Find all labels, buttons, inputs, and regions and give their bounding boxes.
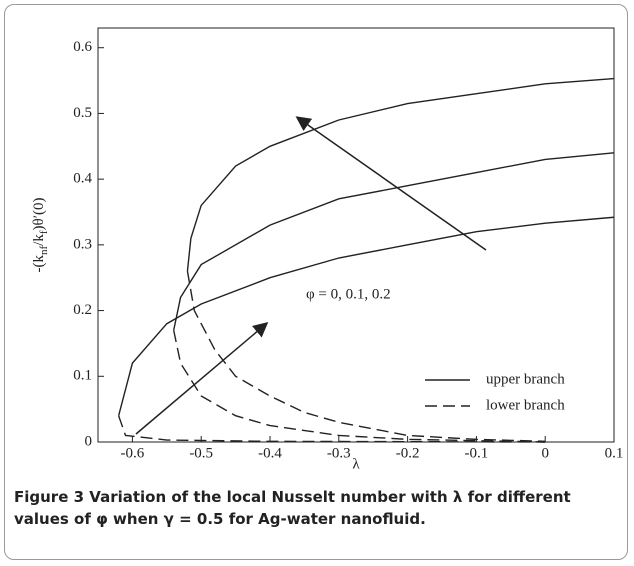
arrow (135, 322, 269, 435)
line (172, 152, 615, 331)
x-tick-label: -0.1 (465, 445, 489, 461)
x-axis-label: λ (352, 456, 360, 472)
line (172, 330, 546, 443)
chart: φ = 0, 0.1, 0.2 λ -(knf/kf)θ′(0) 0 0.1 0.2… (31, 27, 624, 472)
annotation: φ = 0, 0.1, 0.2 (306, 286, 391, 302)
y-axis-label-part: )θ′(0) (31, 198, 47, 231)
line (186, 77, 615, 272)
figure-frame (4, 4, 628, 560)
x-tick-label: 0.1 (605, 445, 624, 461)
y-tick-label: 0.1 (73, 368, 92, 384)
x-tick-label: 0 (541, 445, 549, 461)
x-tick-label: -0.3 (327, 445, 351, 461)
x-tick-label: -0.2 (396, 445, 420, 461)
caption: Figure 3 Variation of the local Nusselt … (14, 486, 620, 530)
y-tick-label: 0.4 (73, 171, 92, 187)
line (117, 216, 615, 416)
x-tick-label: -0.6 (121, 445, 145, 461)
y-axis-label-part: f (38, 230, 50, 234)
y-axis-label-part: nf (38, 245, 50, 255)
legend-label: lower branch (486, 397, 565, 413)
legend-label: upper branch (486, 371, 565, 387)
plot-frame (97, 27, 615, 443)
y-axis-label: -(knf/kf)θ′(0) (31, 198, 49, 273)
y-tick-label: 0 (85, 433, 93, 449)
y-tick-label: 0.6 (73, 39, 92, 55)
line (117, 415, 546, 443)
y-axis-label-part: -(k (31, 254, 47, 272)
x-tick-label: -0.5 (189, 445, 213, 461)
arrow (295, 116, 487, 251)
caption-text: Variation of the local Nusselt number wi… (14, 488, 571, 528)
line (186, 271, 546, 443)
y-axis-label-part: /k (31, 234, 47, 246)
y-tick-label: 0.5 (73, 105, 92, 121)
y-tick-label: 0.2 (73, 302, 92, 318)
x-tick-label: -0.4 (258, 445, 282, 461)
y-tick-label: 0.3 (73, 236, 92, 252)
caption-label: Figure 3 (14, 488, 85, 506)
